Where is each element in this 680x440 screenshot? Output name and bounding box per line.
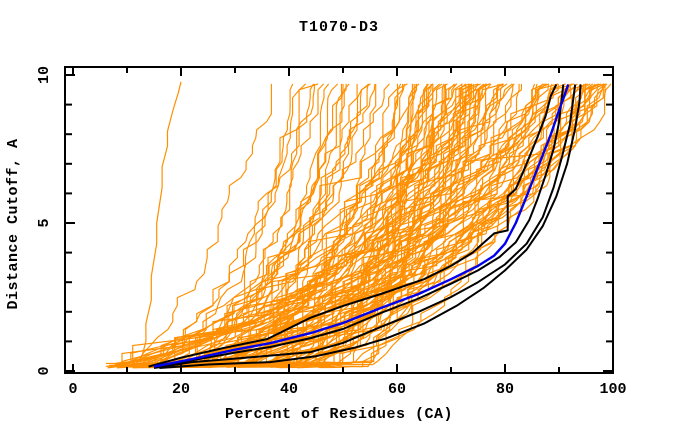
x-tick-label: 80	[496, 381, 514, 398]
x-tick-label: 60	[388, 381, 406, 398]
server-model-curves	[237, 83, 428, 365]
server-model-curves	[121, 83, 272, 365]
x-axis-label: Percent of Residues (CA)	[225, 406, 453, 423]
x-tick-label: 20	[172, 381, 190, 398]
curves-layer	[105, 81, 612, 369]
server-model-curves	[197, 83, 447, 368]
server-model-curves	[137, 83, 307, 365]
plot-frame	[64, 66, 614, 374]
server-model-curves	[155, 83, 570, 365]
server-model-curves	[150, 83, 484, 365]
server-model-curves	[226, 83, 406, 368]
y-tick-label: 10	[36, 66, 53, 84]
server-model-curves	[173, 83, 434, 367]
server-model-curves	[313, 83, 446, 364]
server-model-curves	[174, 83, 325, 368]
server-model-curves	[202, 83, 488, 368]
server-model-curves	[136, 83, 319, 365]
model-black-3-curve	[153, 84, 577, 369]
server-model-curves	[143, 83, 344, 366]
server-model-curves	[197, 83, 448, 368]
model-black-4-curve	[159, 84, 582, 369]
y-tick-label: 5	[36, 218, 53, 227]
server-model-curves	[210, 83, 605, 365]
x-tick-label: 40	[280, 381, 298, 398]
server-model-curves	[107, 83, 441, 368]
server-model-curves	[317, 83, 463, 368]
y-tick-label: 0	[36, 366, 53, 375]
server-model-curves	[118, 83, 575, 365]
model-black-1-curve	[148, 84, 558, 368]
server-model-curves	[134, 83, 294, 369]
model-black-2-curve	[153, 84, 565, 369]
reference-blue-curve	[153, 84, 570, 368]
x-tick-label: 100	[599, 381, 626, 398]
x-tick-label: 0	[68, 381, 77, 398]
server-model-curves	[116, 83, 491, 369]
orange-outlier-curve	[139, 81, 182, 363]
server-model-curves	[296, 83, 585, 366]
server-model-curves	[158, 83, 371, 364]
server-model-curves	[145, 83, 470, 366]
server-model-curves	[147, 83, 481, 365]
server-model-curves	[195, 83, 608, 368]
axes-layer: 0 20 40 60 80 100 0 5 10	[36, 66, 627, 398]
server-model-curves	[147, 83, 420, 369]
server-model-curves	[164, 83, 315, 365]
y-axis-label: Distance Cutoff, A	[5, 138, 22, 309]
server-model-curves	[182, 83, 350, 368]
chart-title: T1070-D3	[299, 19, 379, 36]
server-model-curves	[139, 83, 596, 365]
server-model-curves	[263, 83, 504, 364]
